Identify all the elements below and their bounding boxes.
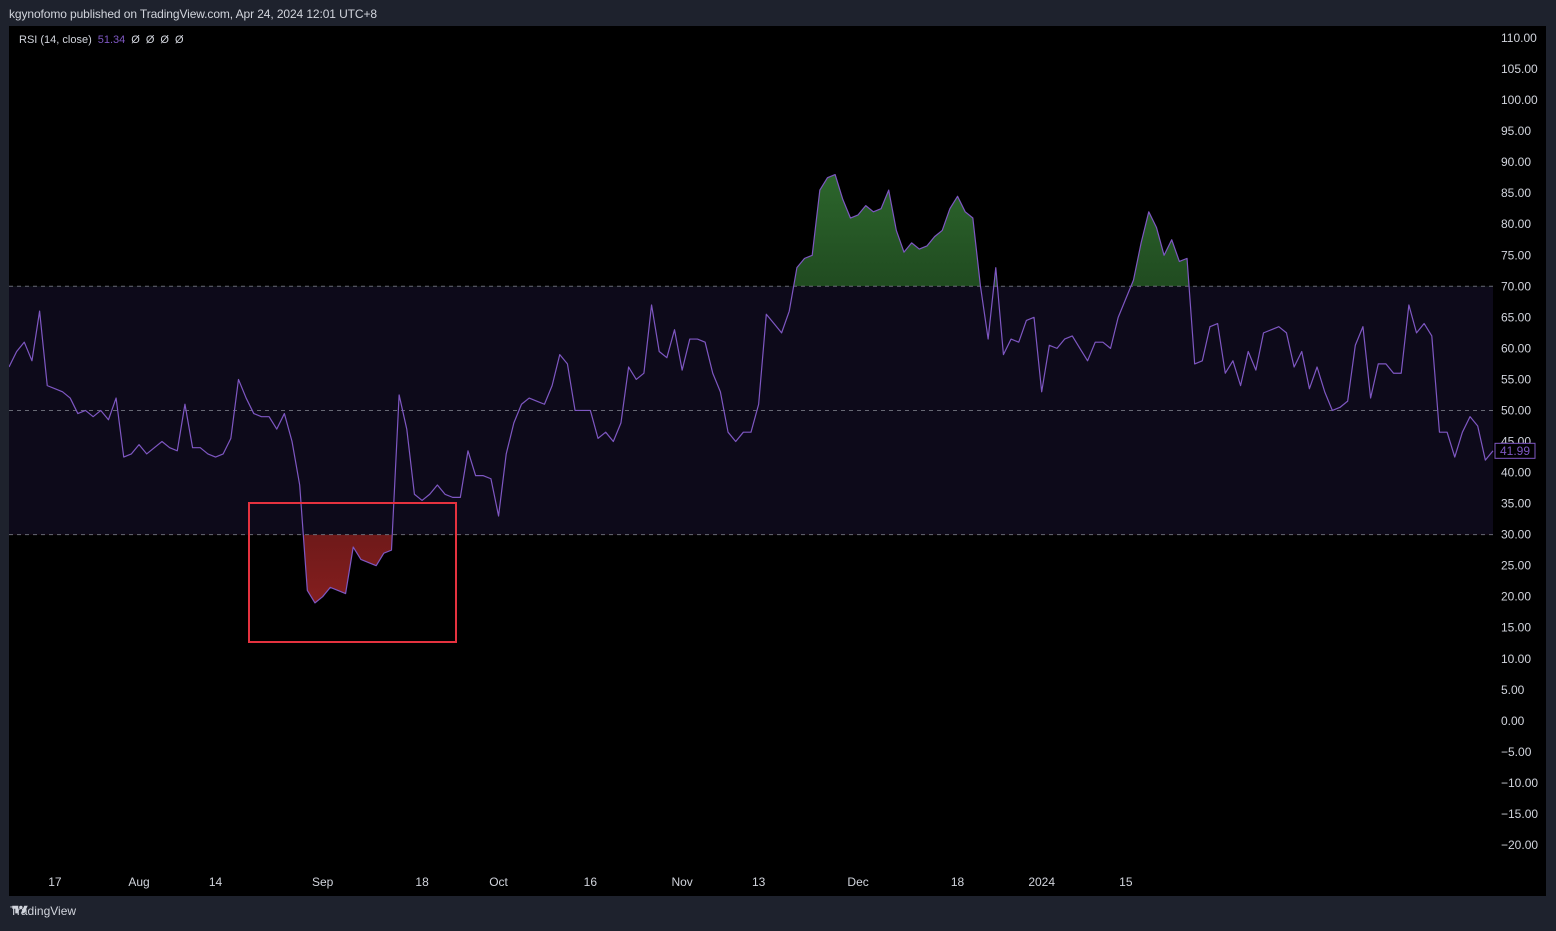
rsi-series-line[interactable] xyxy=(9,173,1494,604)
y-tick-label: −15.00 xyxy=(1501,807,1538,821)
indicator-value: 51.34 xyxy=(97,34,126,46)
y-tick-label: 10.00 xyxy=(1501,652,1531,666)
x-tick-label: 16 xyxy=(584,875,598,889)
overbought-fill xyxy=(793,174,1190,287)
rsi-chart[interactable]: 110.00 105.00 100.00 95.00 90.00 85.00 80.00 75… xyxy=(9,26,1546,896)
rsi-chart-panel[interactable]: 110.00 105.00 100.00 95.00 90.00 85.00 80.00 75… xyxy=(9,26,1546,896)
y-tick-label: 50.00 xyxy=(1501,403,1531,417)
legend-placeholder-4: Ø xyxy=(174,34,184,46)
rsi-band-background xyxy=(9,286,1493,535)
y-tick-label: 80.00 xyxy=(1501,217,1531,231)
x-tick-label: 14 xyxy=(209,875,223,889)
y-tick-label: 60.00 xyxy=(1501,341,1531,355)
indicator-legend[interactable]: RSI (14, close) 51.34 Ø Ø Ø Ø xyxy=(19,34,184,46)
x-tick-label: 18 xyxy=(951,875,965,889)
current-value-badge xyxy=(1494,442,1536,459)
y-tick-label: 100.00 xyxy=(1501,93,1538,107)
y-tick-label: 25.00 xyxy=(1501,559,1531,573)
y-tick-label: 70.00 xyxy=(1501,279,1531,293)
x-tick-label: 18 xyxy=(415,875,429,889)
x-tick-label: Oct xyxy=(489,875,508,889)
x-tick-label: Dec xyxy=(847,875,868,889)
y-tick-label: 105.00 xyxy=(1501,62,1538,76)
y-tick-label: −20.00 xyxy=(1501,838,1538,852)
y-tick-label: 20.00 xyxy=(1501,590,1531,604)
oversold-fill xyxy=(303,534,393,603)
y-tick-label: 5.00 xyxy=(1501,683,1525,697)
y-tick-label: 95.00 xyxy=(1501,124,1531,138)
legend-placeholder-3: Ø xyxy=(160,34,169,46)
oversold-highlight-box[interactable] xyxy=(248,502,457,643)
y-tick-label: −10.00 xyxy=(1501,776,1538,790)
y-tick-label: 75.00 xyxy=(1501,248,1531,262)
y-tick-label: 65.00 xyxy=(1501,310,1531,324)
legend-placeholder-1: Ø xyxy=(131,34,140,46)
footer-branding[interactable]: TradingView xyxy=(10,904,76,918)
y-tick-label: 15.00 xyxy=(1501,621,1531,635)
x-tick-label: Sep xyxy=(312,875,334,889)
y-tick-label: 55.00 xyxy=(1501,372,1531,386)
y-tick-label: 110.00 xyxy=(1501,31,1537,45)
y-tick-label: 90.00 xyxy=(1501,155,1531,169)
x-tick-label: Nov xyxy=(671,875,692,889)
x-tick-label: 15 xyxy=(1119,875,1133,889)
y-tick-label: 0.00 xyxy=(1501,714,1525,728)
y-tick-label: 30.00 xyxy=(1501,528,1531,542)
legend-placeholder-2: Ø xyxy=(145,34,155,46)
current-value-label: 41.99 xyxy=(1500,444,1530,458)
tradingview-logo-icon xyxy=(12,905,28,914)
y-tick-label: 35.00 xyxy=(1501,497,1531,511)
y-tick-label: 85.00 xyxy=(1501,186,1531,200)
x-tick-label: 2024 xyxy=(1028,875,1055,889)
y-tick-label: −5.00 xyxy=(1501,745,1532,759)
indicator-name: RSI (14, close) xyxy=(19,34,92,46)
publish-header: kgynofomo published on TradingView.com, … xyxy=(9,7,377,21)
x-tick-label: 13 xyxy=(752,875,766,889)
x-tick-label: 17 xyxy=(48,875,62,889)
x-tick-label: Aug xyxy=(128,875,149,889)
y-tick-label: 40.00 xyxy=(1501,466,1531,480)
